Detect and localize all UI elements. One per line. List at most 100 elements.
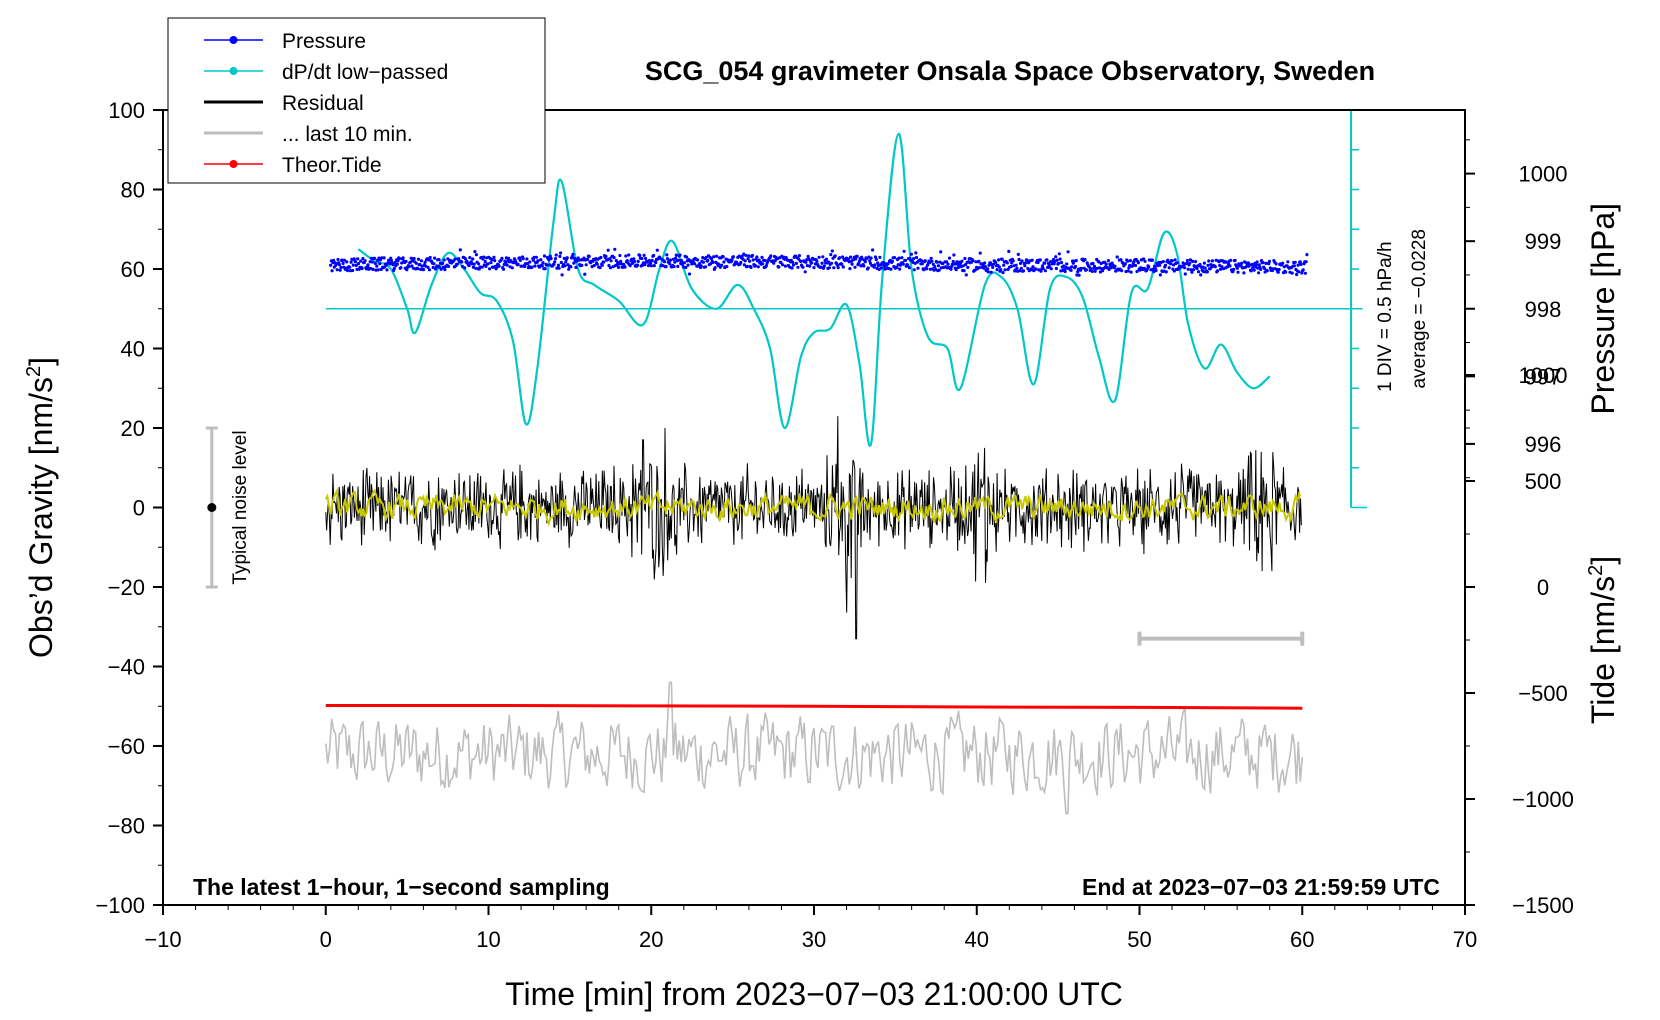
x-tick-label: 30: [802, 927, 826, 952]
pressure-point: [361, 257, 365, 261]
pressure-point: [1025, 258, 1029, 262]
pressure-point: [849, 255, 853, 259]
dpdt-scale-label: 1 DIV = 0.5 hPa/h: [1375, 241, 1396, 392]
pressure-point: [930, 259, 934, 263]
pressure-point: [432, 262, 436, 266]
pressure-point: [510, 266, 514, 270]
pressure-point: [664, 264, 668, 269]
pressure-tick-label: 998: [1525, 297, 1562, 322]
x-tick-label: −10: [144, 927, 181, 952]
pressure-point: [635, 263, 640, 267]
pressure-point: [427, 268, 432, 272]
pressure-point: [953, 262, 957, 266]
pressure-point: [889, 267, 893, 271]
pressure-point: [962, 269, 966, 273]
pressure-point: [715, 254, 719, 258]
pressure-point: [571, 252, 575, 256]
tide-axis-label-sup: 2: [1585, 565, 1607, 576]
pressure-point: [606, 248, 610, 252]
pressure-point: [1202, 261, 1206, 265]
pressure-point: [488, 267, 492, 271]
pressure-point: [777, 265, 781, 269]
pressure-point: [935, 260, 939, 264]
y-tick-label: 20: [121, 416, 145, 441]
tide-tick-label: 0: [1537, 575, 1549, 600]
pressure-point: [1097, 260, 1101, 264]
pressure-point: [1186, 267, 1190, 271]
pressure-point: [720, 263, 724, 267]
pressure-point: [348, 265, 352, 269]
pressure-point: [912, 268, 916, 272]
x-tick-label: 0: [320, 927, 332, 952]
tide-tick-label: −500: [1518, 681, 1568, 706]
pressure-point: [995, 268, 999, 272]
pressure-point: [572, 261, 576, 265]
pressure-point: [1259, 267, 1263, 271]
pressure-point: [706, 258, 710, 263]
pressure-point: [586, 257, 590, 261]
pressure-point: [1038, 258, 1042, 262]
pressure-point: [1286, 260, 1290, 264]
pressure-point: [756, 265, 760, 269]
y-tick-label: 80: [121, 178, 145, 203]
pressure-point: [1173, 258, 1177, 262]
pressure-point: [983, 265, 988, 269]
pressure-point: [1236, 270, 1240, 274]
pressure-point: [902, 249, 906, 253]
pressure-point: [336, 257, 340, 262]
pressure-point: [906, 263, 910, 267]
pressure-point: [794, 261, 799, 265]
pressure-point: [1077, 273, 1081, 277]
pressure-point: [414, 261, 418, 265]
pressure-point: [1043, 269, 1047, 273]
pressure-point: [799, 259, 803, 264]
pressure-point: [375, 264, 379, 268]
pressure-point: [433, 256, 437, 260]
pressure-point: [474, 253, 478, 257]
pressure-point: [686, 263, 690, 267]
pressure-point: [533, 264, 537, 268]
pressure-point: [1207, 259, 1211, 263]
y-axis-label: Obs’d Gravity [nm/s2]: [23, 357, 59, 658]
pressure-point: [983, 261, 987, 265]
pressure-point: [1138, 268, 1142, 272]
pressure-point: [633, 259, 637, 263]
pressure-point: [549, 256, 553, 261]
tide-axis-label-main: Tide [nm/s: [1585, 576, 1621, 724]
pressure-point: [878, 255, 882, 259]
x-tick-label: 60: [1290, 927, 1314, 952]
pressure-point: [922, 268, 926, 272]
pressure-point: [1070, 265, 1074, 269]
pressure-point: [501, 267, 506, 271]
pressure-point: [676, 258, 681, 262]
pressure-point: [886, 262, 890, 266]
pressure-point: [523, 264, 527, 269]
pressure-point: [772, 261, 776, 265]
pressure-point: [553, 260, 557, 264]
pressure-point: [330, 269, 334, 273]
pressure-point: [1191, 259, 1195, 263]
pressure-point: [505, 263, 509, 267]
pressure-point: [676, 264, 680, 268]
pressure-point: [1218, 267, 1223, 271]
pressure-point: [375, 258, 380, 262]
pressure-point: [873, 263, 877, 267]
note-left: The latest 1−hour, 1−second sampling: [193, 874, 610, 900]
pressure-point: [951, 259, 955, 264]
pressure-point: [1169, 262, 1173, 266]
pressure-point: [1011, 259, 1015, 263]
tide-tick-label: 1000: [1519, 363, 1568, 388]
pressure-point: [349, 260, 353, 264]
pressure-point: [1000, 257, 1004, 261]
pressure-point: [1281, 261, 1285, 265]
pressure-point: [704, 265, 708, 269]
pressure-point: [869, 256, 873, 260]
pressure-point: [393, 260, 397, 265]
pressure-point: [1255, 260, 1259, 264]
pressure-point: [1014, 263, 1018, 267]
pressure-point: [751, 258, 755, 262]
dpdt-line: [357, 132, 1271, 447]
pressure-point: [423, 260, 427, 264]
pressure-point: [1252, 268, 1256, 272]
